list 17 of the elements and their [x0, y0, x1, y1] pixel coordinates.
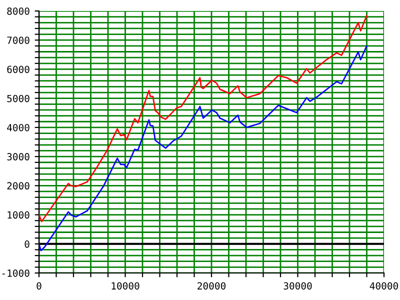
y-tick-label: 0 — [24, 240, 30, 248]
x-tick-label: 20000 — [198, 282, 226, 290]
y-tick-label: 7000 — [7, 36, 30, 44]
y-tick-label: 6000 — [7, 66, 30, 74]
line-series — [39, 15, 368, 222]
x-tick-label: 40000 — [370, 282, 398, 290]
x-tick-label: 10000 — [112, 282, 140, 290]
y-tick-label: 3000 — [7, 153, 30, 160]
y-tick-label: 2000 — [7, 182, 30, 190]
y-tick-label: 5000 — [7, 94, 30, 102]
y-tick-label: -1000 — [2, 270, 30, 277]
x-tick-label: 30000 — [284, 282, 312, 290]
line-series — [39, 46, 368, 252]
y-tick-label: 8000 — [7, 8, 30, 15]
y-tick-label: 1000 — [8, 211, 30, 219]
y-tick-label: 4000 — [7, 124, 30, 132]
x-tick-label: 0 — [36, 282, 42, 290]
